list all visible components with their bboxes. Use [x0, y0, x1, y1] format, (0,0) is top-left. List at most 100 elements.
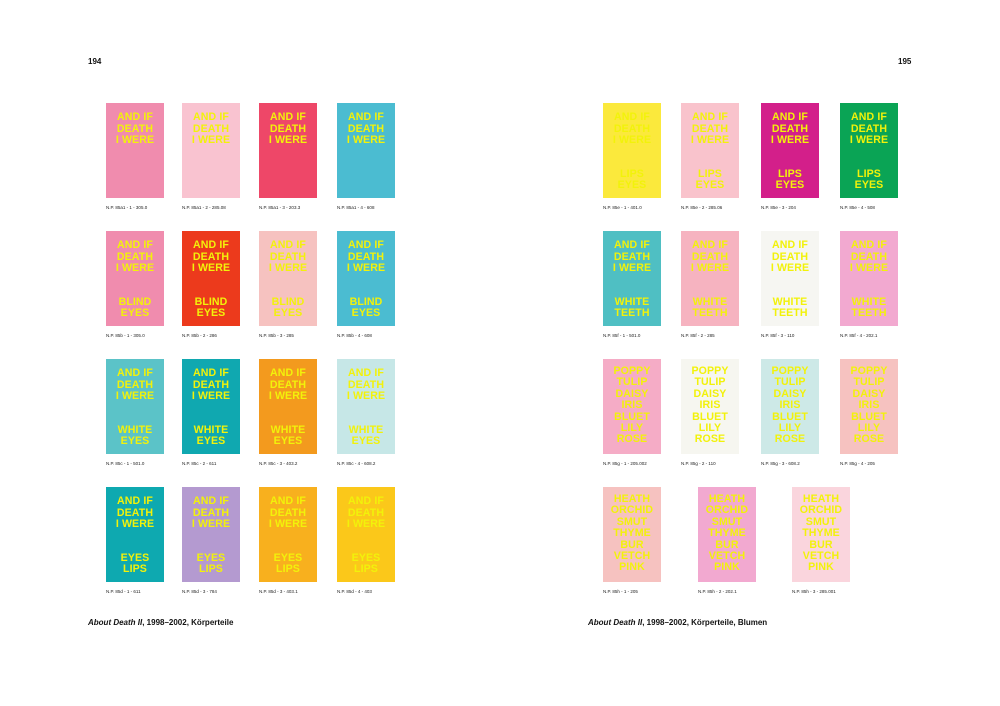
- card-text-line: EYES: [351, 307, 381, 320]
- right-artwork-card: HEATH ORCHID SMUT THYME BUR VETCH PINK: [603, 487, 661, 582]
- left-caption-details: , 1998–2002, Körperteile: [142, 618, 234, 627]
- card-text-line: HEATH: [613, 493, 651, 505]
- card-text-line: LIPS: [354, 563, 378, 576]
- card-text-line: LIPS: [778, 167, 802, 180]
- right-card-catalog-label: N.P. 85f - 2 - 285: [681, 333, 715, 338]
- card-text-line: SMUT: [711, 515, 743, 528]
- card-text-line: AND IF: [117, 111, 153, 123]
- left-artwork-card: AND IF DEATH I WERE EYES LIPS: [106, 487, 164, 582]
- card-text-line: BLIND: [271, 295, 305, 308]
- right-caption-details: , 1998–2002, Körperteile, Blumen: [642, 618, 768, 627]
- card-text-line: THYME: [708, 527, 746, 540]
- card-text-line: I WERE: [115, 134, 155, 147]
- card-text-line: BLIND: [194, 295, 228, 308]
- right-artwork-card: POPPY TULIP DAISY IRIS BLUET LILY ROSE: [681, 359, 739, 454]
- right-page-number: 195: [898, 57, 912, 66]
- card-text-line: DEATH: [850, 122, 888, 135]
- left-card-catalog-label: N.P. 85d - 1 - 611: [106, 589, 141, 594]
- left-artwork-card: AND IF DEATH I WERE BLIND EYES: [182, 231, 240, 326]
- card-text-line: DEATH: [771, 122, 809, 135]
- card-text-line: AND IF: [270, 239, 306, 251]
- card-text-line: DAISY: [693, 387, 727, 400]
- card-text-line: AND IF: [692, 239, 728, 251]
- left-card-catalog-label: N.P. 85a1 - 4 - 608: [337, 205, 375, 210]
- card-text-line: DAISY: [773, 387, 807, 400]
- card-text-line: WHITE: [614, 295, 650, 308]
- card-text-line: WHITE: [692, 295, 728, 308]
- card-text-line: I WERE: [690, 134, 730, 147]
- right-caption-title: About Death II: [588, 618, 643, 627]
- card-text-line: LIPS: [620, 167, 644, 180]
- card-text-line: DEATH: [771, 250, 809, 263]
- left-card-catalog-label: N.P. 85d - 3 - 784: [182, 589, 217, 594]
- card-text-line: IRIS: [858, 399, 880, 412]
- card-text-line: I WERE: [770, 262, 810, 275]
- right-card-catalog-label: N.P. 85f - 3 - 110: [761, 333, 795, 338]
- card-text-line: AND IF: [270, 111, 306, 123]
- card-text-line: EYES: [273, 435, 303, 448]
- card-text-line: WHITE: [117, 423, 153, 436]
- left-artwork-card: AND IF DEATH I WERE: [182, 103, 240, 198]
- card-text-line: BLUET: [851, 410, 887, 423]
- card-text-line: I WERE: [849, 134, 889, 147]
- card-text-line: POPPY: [691, 365, 729, 377]
- card-text-line: AND IF: [614, 239, 650, 251]
- card-text-line: AND IF: [772, 111, 808, 123]
- card-text-line: DEATH: [613, 122, 651, 135]
- card-text-line: WHITE: [193, 423, 229, 436]
- card-text-line: AND IF: [117, 367, 153, 379]
- card-text-line: BUR: [715, 538, 739, 551]
- card-text-line: POPPY: [771, 365, 809, 377]
- card-text-line: DEATH: [347, 122, 385, 135]
- card-text-line: EYES: [120, 435, 150, 448]
- card-text-line: HEATH: [802, 493, 840, 505]
- left-page-caption: About Death II, 1998–2002, Körperteile: [88, 618, 233, 627]
- card-text-line: DEATH: [691, 250, 729, 263]
- card-text-line: LILY: [857, 422, 881, 435]
- left-card-catalog-label: N.P. 85b - 3 - 285: [259, 333, 294, 338]
- right-card-catalog-label: N.P. 85h - 3 - 285.001: [792, 589, 836, 594]
- card-text-line: ROSE: [694, 433, 726, 446]
- card-text-line: DEATH: [850, 250, 888, 263]
- right-card-catalog-label: N.P. 85g - 3 - 608.2: [761, 461, 800, 466]
- right-artwork-card: AND IF DEATH I WERE WHITE TEETH: [603, 231, 661, 326]
- card-text-line: DEATH: [116, 378, 154, 391]
- card-text-line: LILY: [778, 422, 802, 435]
- left-card-catalog-label: N.P. 85d - 3 - 403.1: [259, 589, 298, 594]
- card-text-line: BLUET: [692, 410, 728, 423]
- card-text-line: TEETH: [851, 307, 887, 320]
- right-artwork-card: POPPY TULIP DAISY IRIS BLUET LILY ROSE: [603, 359, 661, 454]
- card-text-line: DEATH: [116, 122, 154, 135]
- card-text-line: I WERE: [115, 390, 155, 403]
- card-text-line: AND IF: [193, 239, 229, 251]
- right-artwork-card: POPPY TULIP DAISY IRIS BLUET LILY ROSE: [761, 359, 819, 454]
- card-text-line: AND IF: [117, 495, 153, 507]
- card-text-line: DEATH: [347, 506, 385, 519]
- card-text-line: I WERE: [268, 262, 308, 275]
- card-text-line: AND IF: [348, 495, 384, 507]
- card-text-line: DEATH: [269, 250, 307, 263]
- left-artwork-card: AND IF DEATH I WERE EYES LIPS: [337, 487, 395, 582]
- card-text-line: BLUET: [614, 410, 650, 423]
- card-text-line: DEATH: [192, 250, 230, 263]
- card-text-line: BUR: [620, 538, 644, 551]
- card-text-line: THYME: [613, 527, 651, 540]
- left-card-catalog-label: N.P. 85c - 2 - 611: [182, 461, 217, 466]
- card-text-line: TEETH: [772, 307, 808, 320]
- left-artwork-card: AND IF DEATH I WERE WHITE EYES: [106, 359, 164, 454]
- card-text-line: AND IF: [614, 111, 650, 123]
- right-card-catalog-label: N.P. 85f - 1 - 501.0: [603, 333, 641, 338]
- card-text-line: PINK: [619, 561, 645, 574]
- card-text-line: EYES: [196, 307, 226, 320]
- card-text-line: TULIP: [853, 376, 885, 389]
- card-text-line: TULIP: [694, 376, 726, 389]
- card-text-line: EYES: [196, 551, 226, 564]
- left-card-catalog-label: N.P. 85b - 1 - 305.0: [106, 333, 145, 338]
- card-text-line: AND IF: [117, 239, 153, 251]
- left-page-number: 194: [88, 57, 102, 66]
- card-text-line: I WERE: [690, 262, 730, 275]
- right-artwork-card: AND IF DEATH I WERE LIPS EYES: [840, 103, 898, 198]
- right-artwork-card: AND IF DEATH I WERE WHITE TEETH: [681, 231, 739, 326]
- card-text-line: IRIS: [621, 399, 643, 412]
- right-card-catalog-label: N.P. 85h - 2 - 202.1: [698, 589, 737, 594]
